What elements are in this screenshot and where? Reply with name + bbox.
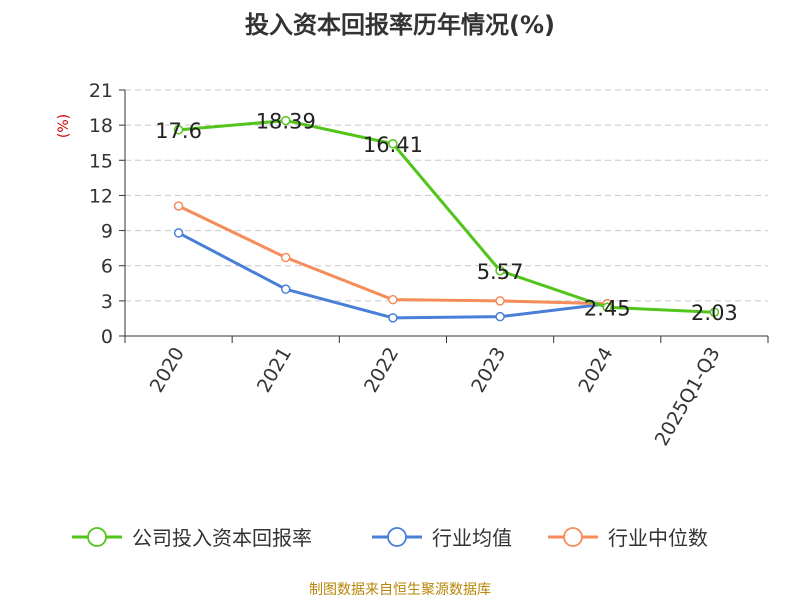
x-tick-label-3: 2023: [467, 344, 510, 397]
legend: 公司投入资本回报率 行业均值 行业中位数: [72, 526, 708, 550]
gridlines: [125, 89, 768, 302]
point-2-3: [495, 296, 505, 306]
point-1-1: [281, 284, 291, 294]
legend-label-1: 行业均值: [432, 526, 512, 550]
data-label-3: 5.57: [477, 260, 524, 284]
x-tick-label-0: 2020: [146, 344, 189, 397]
y-tick-label-0: 0: [101, 326, 113, 348]
legend-item-1: 行业均值: [372, 526, 512, 550]
point-0-4: [602, 302, 612, 313]
series-line-0: [178, 119, 715, 314]
data-label-5: 2.03: [691, 301, 738, 325]
point-0-0: [173, 125, 184, 135]
x-tick-label-2: 2022: [360, 344, 403, 397]
y-tick-label-3: 9: [101, 221, 113, 243]
point-2-0: [173, 201, 184, 211]
y-tick-label-5: 15: [89, 150, 113, 172]
y-axis-unit: (%): [56, 114, 72, 138]
y-tick-label-2: 6: [101, 256, 113, 278]
axes: [119, 89, 769, 343]
legend-item-0: 公司投入资本回报率: [72, 526, 312, 550]
point-2-1: [281, 252, 291, 263]
point-0-5: [709, 307, 720, 317]
x-tick-label-4: 2024: [574, 344, 617, 397]
legend-marker-0: [87, 527, 107, 547]
point-1-0: [173, 228, 184, 238]
legend-marker-1: [387, 527, 407, 547]
series-1: [173, 228, 612, 323]
y-tick-label-1: 3: [101, 291, 113, 313]
x-tick-label-5: 2025Q1-Q3: [651, 344, 725, 450]
y-tick-labels: 0 3 6 9 12 15 18 21: [89, 80, 113, 348]
data-label-0: 17.6: [155, 119, 202, 143]
point-0-3: [495, 266, 505, 276]
chart-title: 投入资本回报率历年情况(%): [245, 11, 555, 39]
point-1-2: [388, 313, 398, 323]
y-tick-label-4: 12: [89, 185, 113, 207]
series-0: [173, 115, 720, 317]
x-tick-label-1: 2021: [253, 344, 296, 397]
series-line-2: [177, 204, 608, 306]
legend-label-0: 公司投入资本回报率: [132, 526, 312, 550]
y-tick-label-6: 18: [89, 115, 113, 137]
data-label-2: 16.41: [363, 133, 423, 157]
series-line-1: [177, 231, 608, 320]
point-1-3: [495, 311, 505, 322]
data-label-4: 2.45: [584, 296, 631, 320]
legend-label-2: 行业中位数: [608, 526, 708, 550]
point-0-2: [388, 139, 398, 149]
x-tick-labels: 2020 2021 2022 2023 2024 2025Q1-Q3: [146, 344, 725, 450]
source-note: 制图数据来自恒生聚源数据库: [309, 582, 491, 598]
point-2-2: [388, 294, 398, 305]
legend-marker-2: [563, 527, 583, 547]
y-tick-label-7: 21: [89, 80, 113, 102]
point-0-1: [281, 115, 291, 126]
series-2: [173, 201, 612, 309]
series-lines: 17.6 18.39 16.41 5.57 2.45 2.03: [155, 110, 738, 326]
data-label-1: 18.39: [256, 110, 316, 134]
legend-item-2: 行业中位数: [548, 526, 708, 550]
